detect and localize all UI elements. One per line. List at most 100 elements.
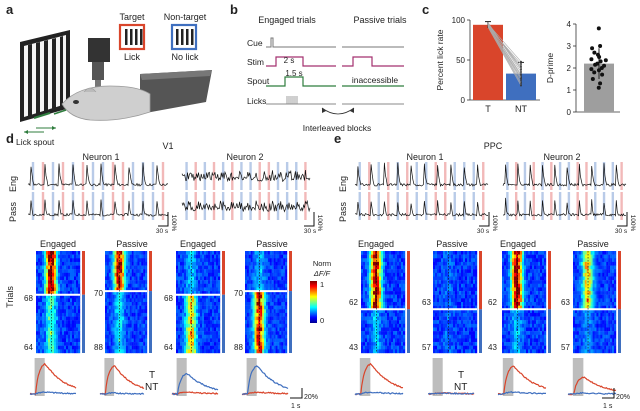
- e-heatmaps-cell: [573, 291, 576, 295]
- d-heatmaps-cell: [36, 280, 39, 284]
- d-heatmaps-cell: [275, 316, 278, 321]
- d-heatmaps-cell: [182, 269, 185, 274]
- e-heatmaps-cell: [361, 291, 364, 295]
- e-heatmaps-cell: [516, 323, 519, 328]
- e-heatmaps-cell: [592, 261, 595, 266]
- d-heatmaps-cell: [204, 323, 207, 328]
- d-heatmaps-cell: [202, 272, 205, 277]
- panel-letter-c: c: [422, 2, 429, 17]
- e-heatmaps-cell: [375, 283, 378, 288]
- d-heatmaps-cell: [112, 305, 115, 310]
- e-heatmaps-cell: [506, 251, 509, 255]
- d-heatmaps-cell: [78, 327, 81, 332]
- region-label-ppc: PPC: [484, 141, 503, 151]
- d-heatmaps-cell: [139, 261, 142, 266]
- d-n1-scale-x: 30 s: [156, 228, 169, 235]
- d-traces-stripe-pass-7: [249, 192, 252, 220]
- e-heatmaps-cell: [437, 291, 440, 295]
- d-heatmaps-cell: [248, 272, 251, 277]
- e-heatmaps-cell: [433, 287, 436, 292]
- mouse-illustration: [53, 70, 212, 121]
- e-heatmaps-cell: [389, 323, 392, 328]
- d-heatmaps-cell: [266, 338, 269, 343]
- d-heatmaps-cell: [248, 258, 251, 263]
- e-heatmaps-cell: [397, 342, 400, 346]
- e-heatmaps-cell: [403, 272, 406, 277]
- d-heatmaps-cell: [120, 323, 123, 328]
- d-heatmaps-cell: [184, 254, 187, 259]
- d-heatmaps-cell: [273, 349, 276, 354]
- d-heatmaps-cell: [256, 302, 259, 306]
- d-heatmaps-cell: [269, 254, 272, 259]
- d-heatmaps-cell: [135, 261, 138, 266]
- d-heatmaps-cell: [188, 251, 191, 255]
- e-heatmaps-cell: [361, 261, 364, 266]
- e-heatmaps-cell: [514, 261, 517, 266]
- d-heatmaps-cell: [60, 276, 63, 281]
- e-heatmaps-cell: [399, 276, 402, 281]
- e-heatmaps-cell: [449, 294, 452, 299]
- e-heatmaps-cell: [514, 251, 517, 255]
- d-traces-stripe-pass-9: [267, 192, 271, 220]
- d-heatmaps-cell: [200, 342, 203, 346]
- d-heatmaps-cell: [106, 316, 110, 321]
- e-traces-stripe-pass-6: [415, 192, 418, 220]
- e-heatmaps-cell: [538, 298, 541, 303]
- e-heatmaps-cell: [524, 345, 527, 350]
- e-heatmaps-cell: [520, 251, 523, 255]
- d-heatmaps-cell: [74, 320, 77, 325]
- d-heatmaps-cell: [196, 287, 199, 292]
- e-heatmaps-cell: [538, 327, 541, 332]
- e-heatmaps-cell: [365, 254, 368, 259]
- d-heatmaps-cell: [184, 280, 187, 284]
- e-heatmaps-cell: [598, 272, 601, 277]
- e-heatmaps-cell: [526, 251, 529, 255]
- e-heatmaps-cell: [445, 258, 448, 263]
- e-heatmaps-cell: [576, 291, 580, 295]
- d-heatmaps-cell: [38, 269, 41, 274]
- d-heatmaps-cell: [283, 316, 286, 321]
- e-heatmaps-cell: [506, 342, 509, 346]
- d-heatmaps-cell: [54, 265, 57, 270]
- e-heatmaps-cell: [536, 334, 539, 339]
- e-heatmaps-cell: [610, 298, 613, 303]
- d-heatmaps-cell: [281, 291, 284, 295]
- d-heatmaps-cell: [48, 276, 51, 281]
- d-heatmaps-cell: [279, 334, 282, 339]
- e-heatmaps-cell: [375, 269, 378, 274]
- d-heatmaps-cell: [188, 254, 191, 259]
- d-heatmaps-cell: [186, 334, 189, 339]
- d-heatmaps-cell: [116, 265, 119, 270]
- e-heatmaps-cell: [516, 345, 519, 350]
- e-heatmaps-cell: [403, 334, 406, 339]
- e-heatmaps-cell: [471, 316, 474, 321]
- d-heatmaps-cell: [277, 258, 280, 263]
- d-heatmaps-cell: [210, 287, 213, 292]
- e-heatmaps-cell: [463, 269, 466, 274]
- e-heatmaps-cell: [514, 323, 517, 328]
- d-heatmaps-cell: [64, 291, 67, 295]
- d-heatmaps-cell: [50, 305, 53, 310]
- e-heatmaps-cell: [473, 342, 476, 346]
- e-heatmaps-cell: [401, 276, 404, 281]
- e-heatmaps-cell: [403, 316, 406, 321]
- e-heatmaps-cell: [542, 294, 545, 299]
- d-heatmaps-cell: [281, 327, 284, 332]
- d-heatmaps-cell: [105, 283, 108, 288]
- d-heatmaps-cell: [105, 309, 108, 314]
- d-heatmaps-cell: [267, 291, 271, 295]
- d-heatmaps-cell: [50, 320, 53, 325]
- e-heatmaps-cell: [469, 265, 472, 270]
- d-heatmaps-cell: [127, 291, 131, 295]
- e-heatmaps-cell: [502, 269, 505, 274]
- e-heatmaps-cell: [530, 342, 533, 346]
- d-heatmaps-cell: [118, 320, 121, 325]
- d-heatmaps-cell: [277, 291, 280, 295]
- e-traces-stripe-eng-4: [396, 162, 399, 190]
- panel-e: e PPC Neuron 1 Neuron 2 Eng Pass 100% 30…: [334, 131, 636, 410]
- e-heatmaps-cell: [540, 291, 543, 295]
- d-heatmaps-cell: [36, 338, 39, 343]
- e-heatmaps-cell: [510, 334, 513, 339]
- e-heatmaps-cell: [371, 327, 374, 332]
- d-heatmaps-cell: [196, 320, 199, 325]
